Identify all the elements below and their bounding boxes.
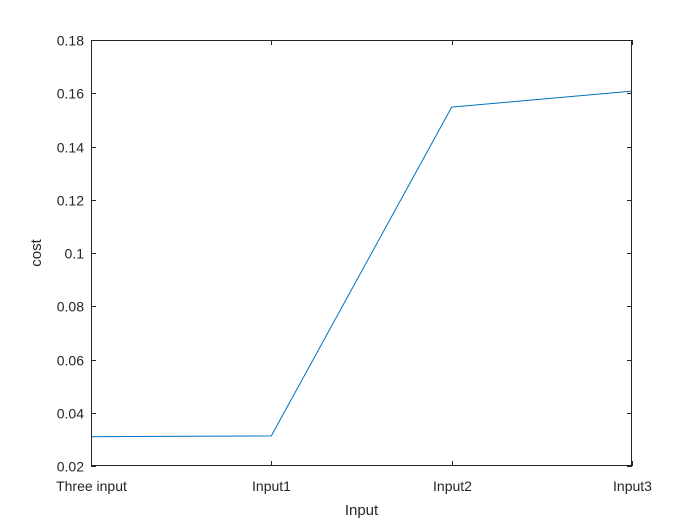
y-tick-label: 0.1 [65,246,85,262]
series-line [90,90,633,438]
tick-labels-layer: 0.02 0.04 0.06 0.08 0.1 0.12 0.14 0.16 0.18 Three… [56,33,652,495]
series-layer [90,90,633,438]
x-tick-label: Three input [56,478,127,494]
y-tick-label: 0.18 [57,33,84,49]
x-tick-label: Input1 [252,478,291,494]
x-tick-label: Input3 [613,478,652,494]
y-tick-label: 0.06 [57,353,84,369]
y-tick-label: 0.12 [57,193,84,209]
x-tick-label: Input2 [433,478,472,494]
y-tick-label: 0.04 [57,406,84,422]
x-axis-label: Input [345,502,379,519]
y-tick-label: 0.16 [57,86,84,102]
y-tick-label: 0.08 [57,299,84,315]
y-tick-label: 0.02 [57,459,84,475]
axes-box [91,40,632,466]
plot-area [91,40,632,466]
y-axis-label: cost [28,238,45,266]
y-tick-label: 0.14 [57,140,84,156]
